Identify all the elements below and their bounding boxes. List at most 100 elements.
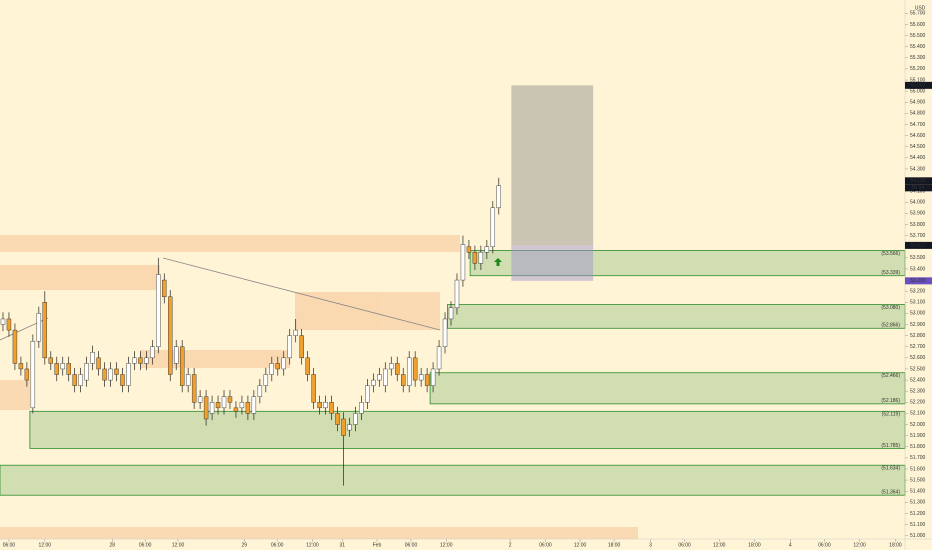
y-tick-label: 55.200 [910,66,926,72]
candle-body [389,363,394,370]
supply-zones [0,235,638,539]
candle-body [36,313,42,342]
currency: USD [915,5,926,11]
candle-body [335,413,340,425]
zone-top-label: (53.080) [881,305,900,311]
candle-body [84,363,89,381]
y-tick-label: 53.700 [910,233,926,239]
x-tick-label: 31 [340,542,346,548]
candle-body [239,402,245,409]
candle-body [317,402,322,409]
y-tick-label: 55.300 [910,55,926,61]
candle-body [406,357,412,386]
candle-body [329,402,334,414]
candle-body [424,374,430,386]
countdown-box [905,184,932,192]
x-tick-label: 06:00 [818,542,831,548]
candle-body [102,368,107,381]
candle-body [484,246,490,253]
y-tick-label: 54.700 [910,122,926,128]
y-tick-label: 52.800 [910,333,926,339]
x-tick-label: 06:00 [678,542,691,548]
candle-body [12,329,18,364]
price-label-box [905,241,932,249]
plot: (53.566) (53.339) (53.080) (52.866) (52.466)… [0,85,906,496]
y-tick-label: 52.100 [910,411,926,417]
y-tick-label: 55.600 [910,22,926,28]
y-tick-label: 51.100 [910,522,926,528]
candle-body [0,318,6,325]
y-tick-label: 51.200 [910,511,926,517]
x-tick-label: 18:00 [748,542,761,548]
zone-top-label: (53.566) [881,251,900,257]
candle-body [269,363,274,375]
x-tick-label: 12:00 [440,542,453,548]
candle-body [18,363,24,370]
x-tick-label: 12:00 [306,542,319,548]
y-tick-label: 51.800 [910,444,926,450]
candle-body [168,296,173,375]
candle-body [257,385,263,397]
candle-body [144,357,149,364]
candle-body [30,340,36,409]
price-label: 54.193 [910,178,926,184]
candle-body [281,357,286,370]
candle-body [6,318,12,331]
supply-zone [0,235,460,252]
y-tick-label: 54.100 [910,188,926,194]
y-tick-label: 53.800 [910,222,926,228]
x-tick-label: Feb [373,542,382,548]
price-label-box [905,81,932,89]
trend-line [162,257,441,331]
candle-body [185,374,191,386]
candle-body [347,424,352,431]
y-tick-label: 52.700 [910,344,926,350]
candle-body [401,374,406,386]
candle-body [174,346,179,364]
candle-body [162,279,167,297]
demand-zone [429,372,906,405]
candle-body [305,357,310,375]
candle-body [490,207,496,247]
zone-bottom-label: (53.339) [881,270,900,276]
y-tick-label: 51.400 [910,489,926,495]
zone-bottom-label: (52.186) [881,398,900,404]
y-tick-label: 52.000 [910,422,926,428]
candle-body [203,396,209,420]
candle-body [42,302,48,359]
x-tick-label: 4 [789,542,792,548]
stop-area [511,245,594,281]
y-tick-label: 54.900 [910,100,926,106]
y-tick-label: 52.400 [910,377,926,383]
candle-body [156,274,161,347]
y-tick-label: 55.400 [910,44,926,50]
y-tick-label: 52.600 [910,355,926,361]
x-tick-label: 3 [649,542,652,548]
candle-body [126,363,131,386]
x-tick-label: 18:00 [889,542,902,548]
y-tick-label: 51.500 [910,477,926,483]
candle-body [353,413,358,425]
candle-body [496,185,501,209]
candle-body [371,379,376,386]
demand-zone [447,304,906,329]
candle-body [323,402,328,409]
candle-body [460,244,466,281]
supply-zone [140,350,290,368]
candle-body [209,402,215,414]
x-tick-label: 12:00 [39,542,52,548]
candle-body [454,279,460,309]
candle-body [197,396,203,403]
y-tick-label: 54.400 [910,155,926,161]
y-tick-label: 54.600 [910,133,926,139]
candle-body [114,368,119,375]
candle-body [377,374,382,381]
candle-body [191,374,197,403]
x-tick-label: 29 [242,542,248,548]
supply-zone [0,380,30,410]
candle-body [365,385,370,403]
price-label: 53.612 [910,243,926,249]
x-tick-label: 2 [509,542,512,548]
zone-top-label: (51.634) [881,466,900,472]
